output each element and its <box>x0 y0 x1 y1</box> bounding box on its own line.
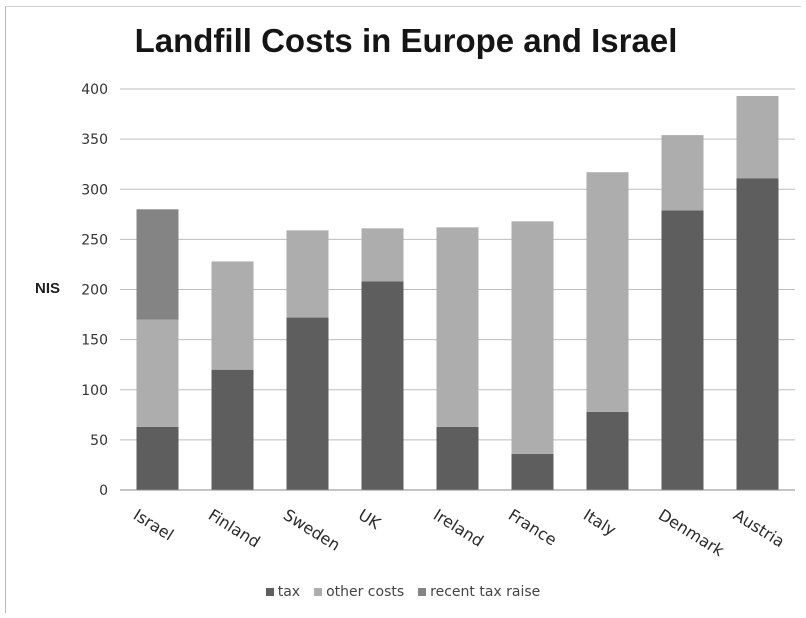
bar-finland-other-costs <box>211 261 254 370</box>
y-tick-label: 400 <box>81 82 108 98</box>
y-axis-label: NIS <box>35 280 61 297</box>
bar-denmark-tax <box>661 210 704 491</box>
bar-austria-tax <box>736 178 779 490</box>
bar-israel-tax <box>136 426 179 490</box>
chart-title: Landfill Costs in Europe and Israel <box>134 22 678 59</box>
bar-ireland-other-costs <box>436 227 479 427</box>
x-tick-labels: Israel Finland Sweden UK Ireland France Italy D… <box>130 505 788 560</box>
bar-israel-recent-tax-raise <box>136 209 179 320</box>
bar-sweden-other-costs <box>286 230 329 318</box>
bar-uk-tax <box>361 281 404 490</box>
bar-denmark-other-costs <box>661 135 704 211</box>
bar-france-other-costs <box>511 221 554 454</box>
y-tick-label: 250 <box>81 232 108 248</box>
x-tick-label: Austria <box>730 505 788 551</box>
y-tick-label: 50 <box>90 433 108 449</box>
bar-sweden-tax <box>286 317 329 490</box>
x-tick-label: Sweden <box>280 505 344 555</box>
bars <box>136 96 779 491</box>
bar-austria-other-costs <box>736 96 779 179</box>
y-tick-label: 100 <box>81 383 108 399</box>
legend-item-recent-tax-raise: recent tax raise <box>418 584 540 600</box>
y-tick-label: 150 <box>81 333 108 349</box>
legend-swatch-other-costs <box>314 588 323 596</box>
x-tick-label: Italy <box>580 505 620 540</box>
bar-italy-other-costs <box>586 172 629 412</box>
x-tick-label: Finland <box>205 505 264 551</box>
legend: tax other costs recent tax raise <box>0 584 806 600</box>
x-tick-label: UK <box>355 505 384 533</box>
x-tick-label: Ireland <box>430 505 487 550</box>
x-tick-label: Denmark <box>655 505 728 560</box>
legend-label-other-costs: other costs <box>326 584 405 600</box>
legend-label-tax: tax <box>277 584 301 600</box>
y-tick-label: 300 <box>81 182 108 198</box>
bar-uk-other-costs <box>361 228 404 282</box>
x-tick-label: France <box>505 505 560 549</box>
bar-italy-tax <box>586 411 629 490</box>
bar-israel-other-costs <box>136 319 179 427</box>
bar-finland-tax <box>211 369 254 490</box>
y-tick-label: 0 <box>99 483 108 499</box>
x-tick-label: Israel <box>130 505 177 544</box>
y-tick-label: 350 <box>81 132 108 148</box>
y-tick-label: 200 <box>81 283 108 299</box>
y-tick-labels: 0 50 100 150 200 250 300 350 400 <box>81 82 108 499</box>
bar-ireland-tax <box>436 426 479 490</box>
legend-item-tax: tax <box>265 584 301 600</box>
legend-item-other-costs: other costs <box>314 584 404 600</box>
legend-swatch-recent-tax-raise <box>418 588 427 596</box>
legend-swatch-tax <box>265 588 274 596</box>
bar-france-tax <box>511 453 554 490</box>
legend-label-recent-tax-raise: recent tax raise <box>430 584 541 600</box>
